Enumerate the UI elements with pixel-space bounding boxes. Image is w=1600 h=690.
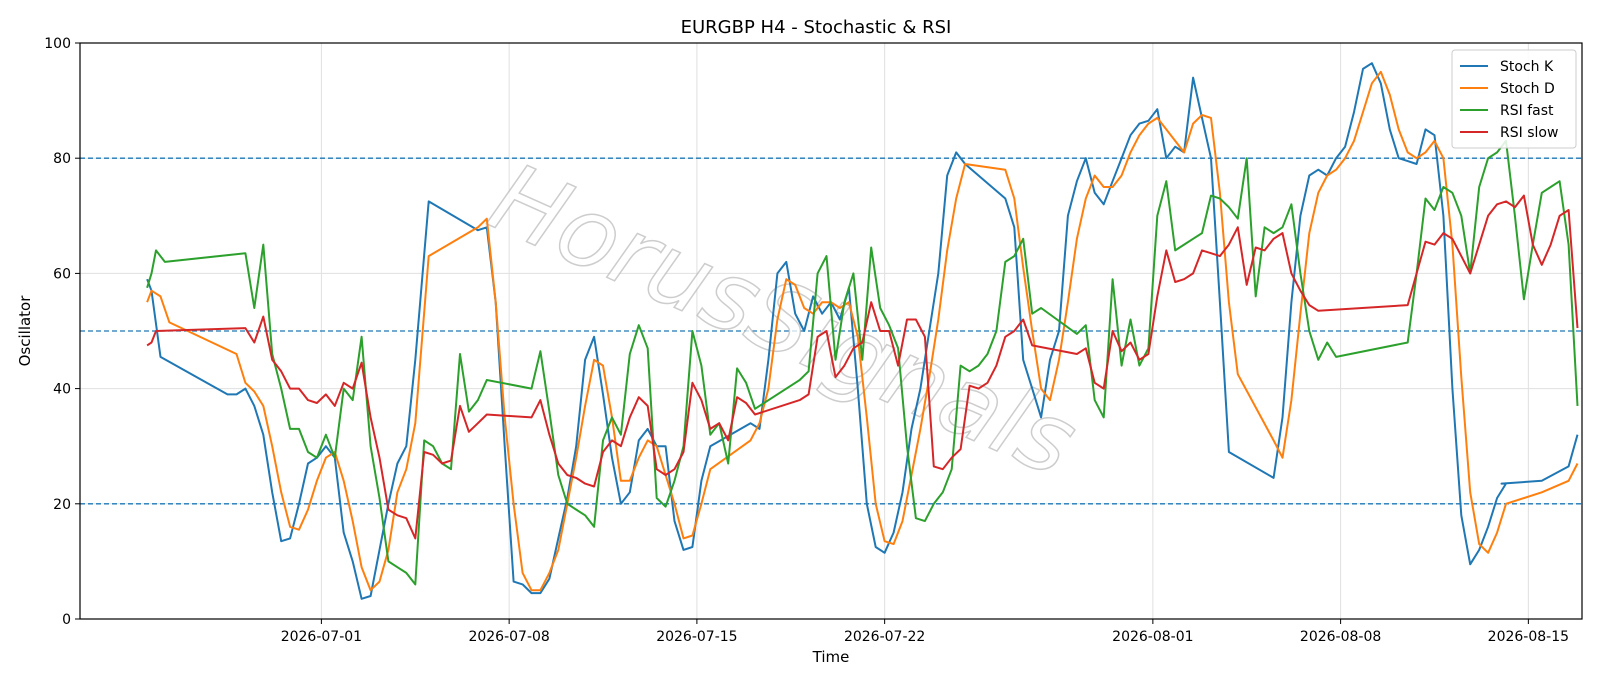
y-axis: 0 20 40 60 80 100 xyxy=(44,36,80,628)
x-tick-label: 2026-08-08 xyxy=(1300,629,1381,645)
legend-label: RSI slow xyxy=(1500,125,1558,141)
y-tick-label: 0 xyxy=(62,612,71,628)
legend: Stoch K Stoch D RSI fast RSI slow xyxy=(1451,49,1577,149)
series-line-stoch-k xyxy=(146,62,1579,600)
legend-label: Stoch K xyxy=(1500,59,1554,75)
plot-frame xyxy=(79,42,1583,620)
legend-label: RSI fast xyxy=(1500,103,1554,119)
x-tick-label: 2026-08-01 xyxy=(1112,629,1193,645)
legend-label: Stoch D xyxy=(1500,81,1555,97)
y-tick-label: 40 xyxy=(53,382,71,398)
x-tick-label: 2026-07-22 xyxy=(844,629,925,645)
y-tick-label: 100 xyxy=(44,36,71,52)
x-tick-label: 2026-07-01 xyxy=(281,629,362,645)
series-line-rsi-slow xyxy=(146,194,1579,540)
x-axis: 2026-07-01 2026-07-08 2026-07-15 2026-07-22… xyxy=(281,619,1569,645)
series-line-rsi-fast xyxy=(146,139,1579,586)
y-tick-label: 20 xyxy=(53,497,71,513)
y-tick-label: 60 xyxy=(53,266,71,282)
series-layer xyxy=(146,62,1579,600)
x-tick-label: 2026-08-15 xyxy=(1488,629,1569,645)
series-line-stoch-d xyxy=(146,70,1579,592)
x-tick-label: 2026-07-15 xyxy=(656,629,737,645)
legend-box xyxy=(1451,49,1577,149)
x-axis-label: Time xyxy=(812,648,850,666)
y-axis-label: Oscillator xyxy=(16,295,34,367)
y-tick-label: 80 xyxy=(53,151,71,167)
reference-lines xyxy=(80,157,1582,505)
x-tick-label: 2026-07-08 xyxy=(468,629,549,645)
chart-title: EURGBP H4 - Stochastic & RSI xyxy=(681,17,952,38)
